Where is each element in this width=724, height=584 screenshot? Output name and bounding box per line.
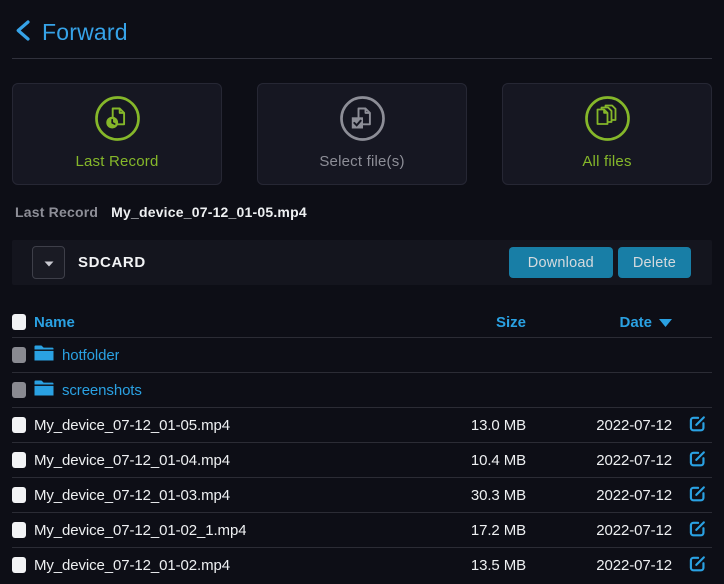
- row-checkbox[interactable]: [12, 452, 26, 468]
- column-header-date[interactable]: Date: [526, 314, 672, 331]
- table-row[interactable]: hotfolder: [12, 337, 712, 372]
- edit-button[interactable]: [689, 415, 706, 435]
- last-record-filename: My_device_07-12_01-05.mp4: [111, 204, 307, 220]
- row-date: 2022-07-12: [596, 486, 672, 504]
- edit-pencil-square-icon: [689, 520, 706, 540]
- edit-button[interactable]: [689, 520, 706, 540]
- row-date: 2022-07-12: [596, 556, 672, 574]
- row-size: 13.0 MB: [470, 416, 526, 434]
- folder-icon: [34, 380, 54, 401]
- page-title: Forward: [42, 18, 128, 45]
- file-clock-icon: [94, 95, 141, 147]
- row-date: 2022-07-12: [596, 521, 672, 539]
- edit-pencil-square-icon: [689, 450, 706, 470]
- table-row[interactable]: My_device_07-12_01-03.mp4 30.3 MB 2022-0…: [12, 477, 712, 512]
- row-name: My_device_07-12_01-02.mp4: [34, 556, 230, 574]
- table-header-row: Name Size Date: [12, 307, 712, 337]
- delete-button[interactable]: Delete: [617, 247, 691, 278]
- mode-label: All files: [582, 153, 632, 170]
- caret-down-icon: [44, 255, 54, 270]
- edit-cell: [672, 415, 712, 435]
- edit-button[interactable]: [689, 485, 706, 505]
- mode-select-files[interactable]: Select file(s): [257, 83, 467, 185]
- table-row[interactable]: My_device_07-12_01-02_1.mp4 17.2 MB 2022…: [12, 512, 712, 547]
- row-checkbox[interactable]: [12, 347, 26, 363]
- mode-label: Select file(s): [319, 153, 405, 170]
- row-size: 17.2 MB: [470, 521, 526, 539]
- header: Forward: [12, 0, 712, 59]
- row-checkbox[interactable]: [12, 487, 26, 503]
- edit-button[interactable]: [689, 450, 706, 470]
- row-name: My_device_07-12_01-03.mp4: [34, 486, 230, 504]
- volume-name: SDCARD: [78, 254, 146, 271]
- file-table: Name Size Date hotfolder: [12, 307, 712, 582]
- table-row[interactable]: My_device_07-12_01-02.mp4 13.5 MB 2022-0…: [12, 547, 712, 582]
- column-header-size[interactable]: Size: [495, 313, 526, 331]
- download-button[interactable]: Download: [508, 247, 613, 278]
- select-all-checkbox[interactable]: [12, 314, 26, 330]
- row-size: 13.5 MB: [470, 556, 526, 574]
- mode-last-record[interactable]: Last Record: [12, 83, 222, 185]
- row-name: hotfolder: [62, 346, 120, 364]
- table-row[interactable]: My_device_07-12_01-04.mp4 10.4 MB 2022-0…: [12, 442, 712, 477]
- name-cell: My_device_07-12_01-04.mp4: [34, 452, 436, 469]
- edit-cell: [672, 555, 712, 575]
- storage-actions: Download Delete: [508, 247, 691, 278]
- table-row[interactable]: screenshots: [12, 372, 712, 407]
- folder-icon: [34, 345, 54, 366]
- table-body: hotfolder screensh: [12, 337, 712, 582]
- row-date: 2022-07-12: [596, 451, 672, 469]
- last-record-label: Last Record: [15, 204, 99, 220]
- row-name: My_device_07-12_01-05.mp4: [34, 416, 230, 434]
- mode-all-files[interactable]: All files: [502, 83, 712, 185]
- row-name: screenshots: [62, 381, 142, 399]
- row-checkbox[interactable]: [12, 522, 26, 538]
- edit-cell: [672, 485, 712, 505]
- edit-pencil-square-icon: [689, 415, 706, 435]
- name-cell: screenshots: [34, 380, 436, 401]
- file-check-icon: [339, 95, 386, 147]
- edit-pencil-square-icon: [689, 485, 706, 505]
- edit-pencil-square-icon: [689, 555, 706, 575]
- table-row[interactable]: My_device_07-12_01-05.mp4 13.0 MB 2022-0…: [12, 407, 712, 442]
- name-cell: My_device_07-12_01-03.mp4: [34, 487, 436, 504]
- row-checkbox[interactable]: [12, 382, 26, 398]
- files-stack-icon: [584, 95, 631, 147]
- column-header-name[interactable]: Name: [34, 313, 75, 331]
- volume-dropdown-button[interactable]: [32, 246, 65, 279]
- name-cell: My_device_07-12_01-02_1.mp4: [34, 522, 436, 539]
- edit-cell: [672, 520, 712, 540]
- row-name: My_device_07-12_01-04.mp4: [34, 451, 230, 469]
- row-date: 2022-07-12: [596, 416, 672, 434]
- triangle-down-icon: [659, 314, 672, 331]
- mode-selector: Last Record Select file(s): [12, 83, 712, 185]
- last-record-summary: Last Record My_device_07-12_01-05.mp4: [12, 203, 712, 221]
- edit-button[interactable]: [689, 555, 706, 575]
- row-checkbox[interactable]: [12, 417, 26, 433]
- chevron-left-icon: [14, 20, 31, 44]
- row-size: 30.3 MB: [470, 486, 526, 504]
- name-cell: My_device_07-12_01-05.mp4: [34, 417, 436, 434]
- row-size: 10.4 MB: [470, 451, 526, 469]
- storage-bar: SDCARD Download Delete: [12, 240, 712, 285]
- back-button[interactable]: [14, 20, 31, 44]
- row-name: My_device_07-12_01-02_1.mp4: [34, 521, 247, 539]
- name-cell: My_device_07-12_01-02.mp4: [34, 557, 436, 574]
- name-cell: hotfolder: [34, 345, 436, 366]
- mode-label: Last Record: [75, 153, 159, 170]
- edit-cell: [672, 450, 712, 470]
- row-checkbox[interactable]: [12, 557, 26, 573]
